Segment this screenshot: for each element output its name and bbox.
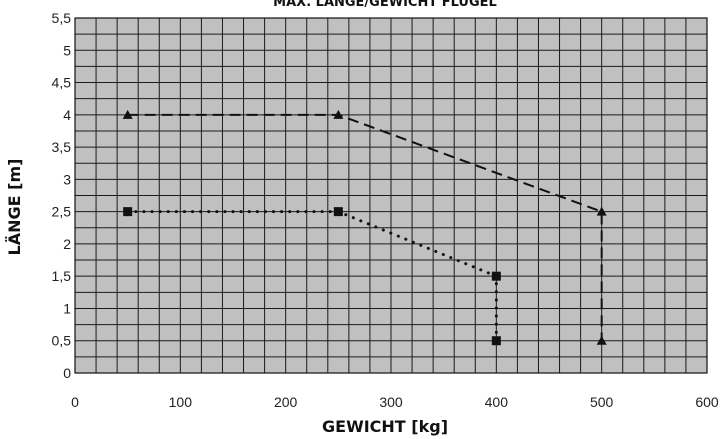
data-point-square — [491, 336, 501, 346]
series-1 — [122, 109, 607, 345]
y-tick-label: 3 — [63, 171, 71, 187]
x-tick-label: 500 — [590, 394, 614, 410]
series-line — [127, 113, 603, 341]
y-tick-label: 4,5 — [52, 75, 72, 91]
y-tick-label: 2 — [63, 236, 71, 252]
y-tick-label: 5,5 — [52, 10, 72, 26]
data-point-triangle — [122, 109, 133, 119]
x-tick-label: 200 — [274, 394, 298, 410]
data-point-triangle — [596, 335, 607, 345]
data-point-triangle — [596, 206, 607, 216]
x-tick-label: 400 — [485, 394, 509, 410]
series-2 — [123, 207, 501, 346]
x-axis-title: GEWICHT [kg] — [322, 417, 448, 436]
x-tick-label: 0 — [71, 394, 79, 410]
data-point-square — [491, 271, 501, 281]
y-tick-label: 1 — [63, 300, 71, 316]
x-tick-label: 300 — [379, 394, 403, 410]
x-tick-label: 600 — [695, 394, 719, 410]
data-point-triangle — [333, 109, 344, 119]
y-tick-label: 2,5 — [52, 204, 72, 220]
tick-labels: 0 100 200 300 400 500 600 0 0,5 1 1,5 2 2,5 3 3,5 4 4,5 5… — [52, 10, 719, 410]
plot-border — [74, 17, 708, 374]
y-tick-label: 5 — [63, 42, 71, 58]
y-axis-title: LÄNGE [m] — [5, 159, 24, 256]
series-line — [126, 210, 498, 343]
data-point-square — [333, 207, 343, 217]
x-tick-label: 100 — [169, 394, 193, 410]
series-layer — [122, 109, 607, 346]
y-tick-label: 0 — [63, 365, 71, 381]
chart-title: MAX. LÄNGE/GEWICHT FLÜGEL — [273, 0, 497, 10]
y-tick-label: 0,5 — [52, 333, 72, 349]
y-tick-label: 3,5 — [52, 139, 72, 155]
data-point-square — [123, 207, 133, 217]
y-tick-label: 1,5 — [52, 268, 72, 284]
y-tick-label: 4 — [63, 107, 71, 123]
